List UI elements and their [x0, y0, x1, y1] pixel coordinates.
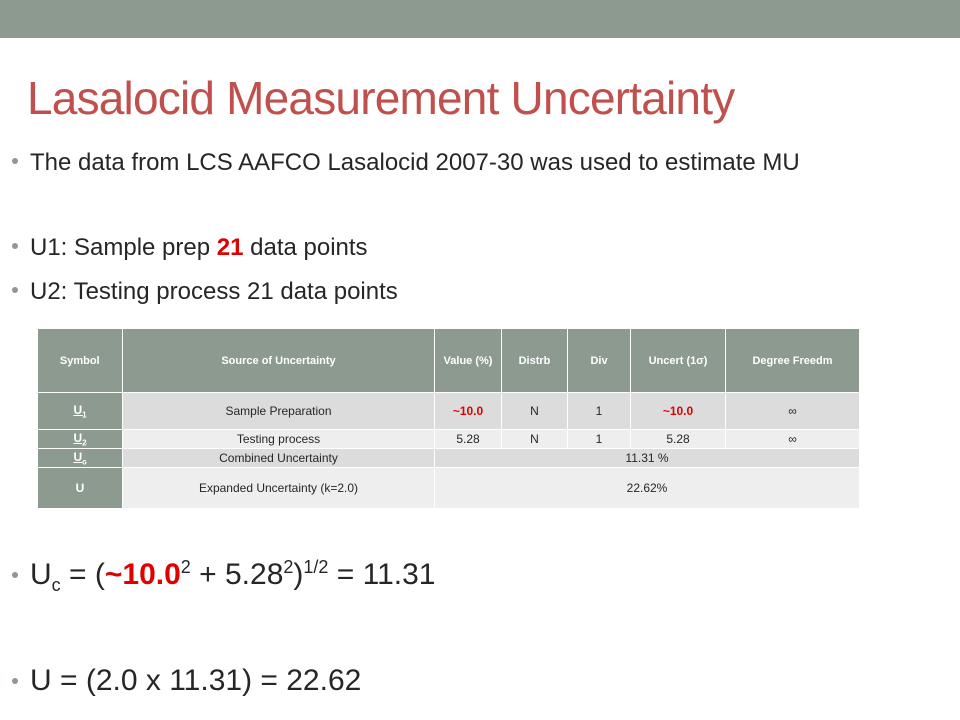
highlight-count: 21: [216, 234, 244, 261]
source-cell: Combined Uncertainty: [122, 448, 435, 468]
header-dof: Degree Freedm: [725, 329, 860, 393]
table-row-combined: Uc Combined Uncertainty 11.31 %: [37, 448, 860, 468]
formula-square: 2: [180, 557, 191, 577]
uncertainty-table: Symbol Source of Uncertainty Value (%) D…: [37, 329, 860, 509]
formula-expanded: U = (2.0 x 11.31) = 22.62: [12, 661, 361, 701]
formula-close: ): [293, 558, 304, 591]
formula-plus: + 5.28: [190, 558, 284, 591]
bullet-dot-icon: [12, 287, 18, 293]
header-distrb: Distrb: [501, 329, 568, 393]
bullet-dot-icon: [12, 243, 18, 249]
formula-square: 2: [283, 557, 294, 577]
table-row: U2 Testing process 5.28 N 1 5.28 ∞: [37, 429, 860, 449]
formula-result: = 11.31: [328, 558, 436, 591]
bullet-text: data points: [243, 234, 368, 261]
formula-text: U = (2.0 x 11.31) = 22.62: [30, 664, 362, 697]
header-uncert: Uncert (1σ): [630, 329, 726, 393]
formula-combined: Uc = (~10.02 + 5.282)1/2 = 11.31: [12, 555, 435, 595]
header-value: Value (%): [434, 329, 502, 393]
table-row-expanded: U Expanded Uncertainty (k=2.0) 22.62%: [37, 467, 860, 509]
bullet-text: U1: Sample prep: [30, 234, 217, 261]
source-cell: Expanded Uncertainty (k=2.0): [122, 467, 435, 509]
symbol-cell: U2: [37, 429, 123, 449]
value-cell: 5.28: [434, 429, 502, 449]
div-cell: 1: [567, 392, 631, 430]
table-header-row: Symbol Source of Uncertainty Value (%) D…: [37, 329, 860, 393]
formula-lhs: U: [30, 558, 52, 591]
combined-value-cell: 11.31 %: [434, 448, 860, 468]
bullet-dot-icon: [12, 572, 18, 578]
expanded-value-cell: 22.62%: [434, 467, 860, 509]
header-symbol: Symbol: [37, 329, 123, 393]
formula-lhs-sub: c: [51, 575, 61, 595]
uncert-cell: 5.28: [630, 429, 726, 449]
value-cell: ~10.0: [434, 392, 502, 430]
source-cell: Testing process: [122, 429, 435, 449]
formula-term1: ~10.0: [104, 558, 181, 591]
dof-cell: ∞: [725, 392, 860, 430]
bullet-data-source: The data from LCS AAFCO Lasalocid 2007-3…: [12, 147, 892, 178]
table-row: U1 Sample Preparation ~10.0 N 1 ~10.0 ∞: [37, 392, 860, 430]
symbol-cell: U1: [37, 392, 123, 430]
header-div: Div: [567, 329, 631, 393]
formula-half-power: 1/2: [303, 557, 329, 577]
slide-title: Lasalocid Measurement Uncertainty: [27, 72, 735, 124]
bullet-dot-icon: [12, 678, 18, 684]
dof-cell: ∞: [725, 429, 860, 449]
div-cell: 1: [567, 429, 631, 449]
top-accent-bar: [0, 0, 960, 38]
symbol-cell: Uc: [37, 448, 123, 468]
bullet-u2: U2: Testing process 21 data points: [12, 276, 398, 307]
distrb-cell: N: [501, 429, 568, 449]
bullet-u1: U1: Sample prep 21 data points: [12, 232, 368, 263]
header-source: Source of Uncertainty: [122, 329, 435, 393]
bullet-dot-icon: [12, 158, 18, 164]
bullet-text: U2: Testing process 21 data points: [30, 278, 398, 305]
uncert-cell: ~10.0: [630, 392, 726, 430]
formula-eq: = (: [60, 558, 105, 591]
symbol-cell: U: [37, 467, 123, 509]
bullet-text: The data from LCS AAFCO Lasalocid 2007-3…: [30, 149, 800, 176]
source-cell: Sample Preparation: [122, 392, 435, 430]
distrb-cell: N: [501, 392, 568, 430]
